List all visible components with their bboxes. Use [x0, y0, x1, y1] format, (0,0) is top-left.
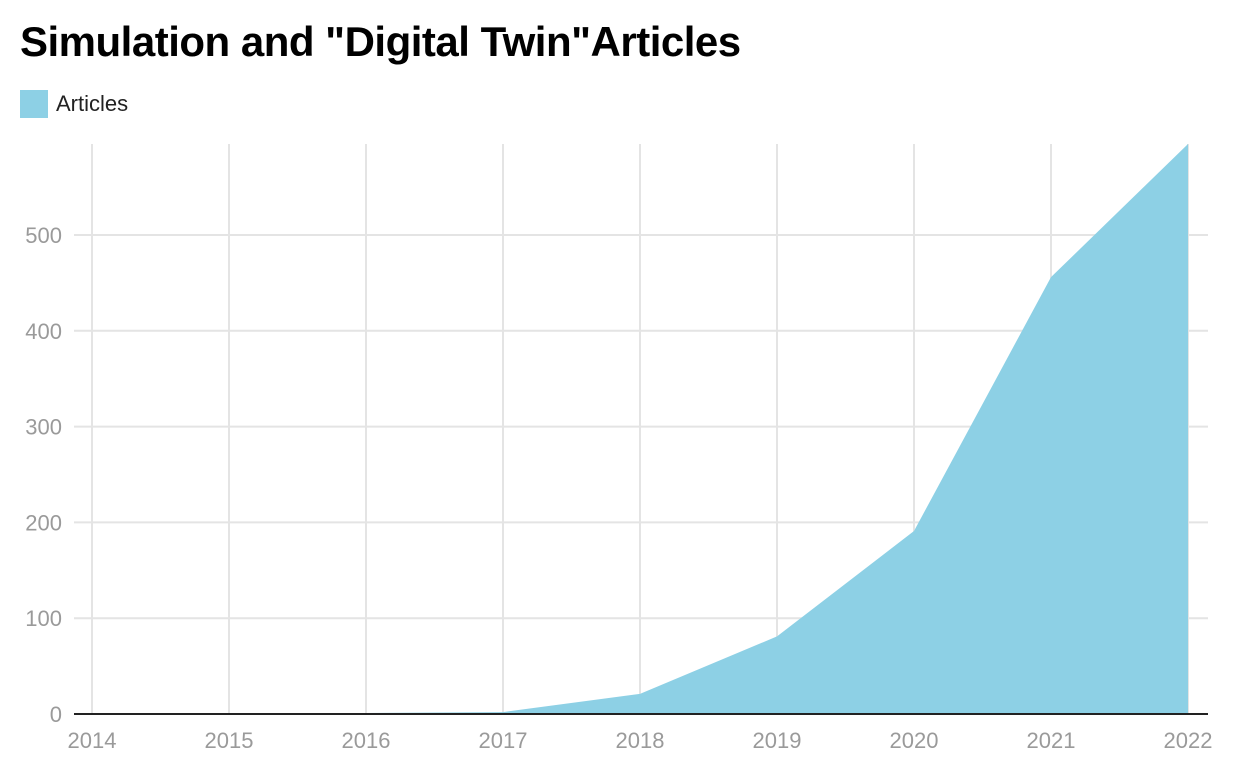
x-tick-label: 2014 [68, 728, 117, 753]
y-tick-label: 500 [25, 223, 62, 248]
x-tick-label: 2020 [890, 728, 939, 753]
legend: Articles [20, 90, 128, 118]
y-tick-label: 300 [25, 415, 62, 440]
legend-label: Articles [56, 91, 129, 116]
x-tick-label: 2017 [479, 728, 528, 753]
y-tick-label: 200 [25, 510, 62, 535]
y-tick-label: 400 [25, 319, 62, 344]
y-tick-labels: 0 100 200 300 400 500 [25, 223, 62, 727]
y-tick-label: 0 [50, 702, 62, 727]
x-tick-label: 2021 [1027, 728, 1076, 753]
legend-swatch [20, 90, 48, 118]
x-tick-label: 2022 [1164, 728, 1213, 753]
chart-title: Simulation and "Digital Twin"Articles [20, 18, 741, 65]
series-area-articles [92, 144, 1188, 714]
x-tick-label: 2015 [205, 728, 254, 753]
x-tick-label: 2019 [753, 728, 802, 753]
x-tick-labels: 2014 2015 2016 2017 2018 2019 2020 2021 2022 [68, 728, 1213, 753]
y-tick-label: 100 [25, 606, 62, 631]
area-layer [92, 144, 1188, 714]
x-tick-label: 2016 [342, 728, 391, 753]
x-tick-label: 2018 [616, 728, 665, 753]
